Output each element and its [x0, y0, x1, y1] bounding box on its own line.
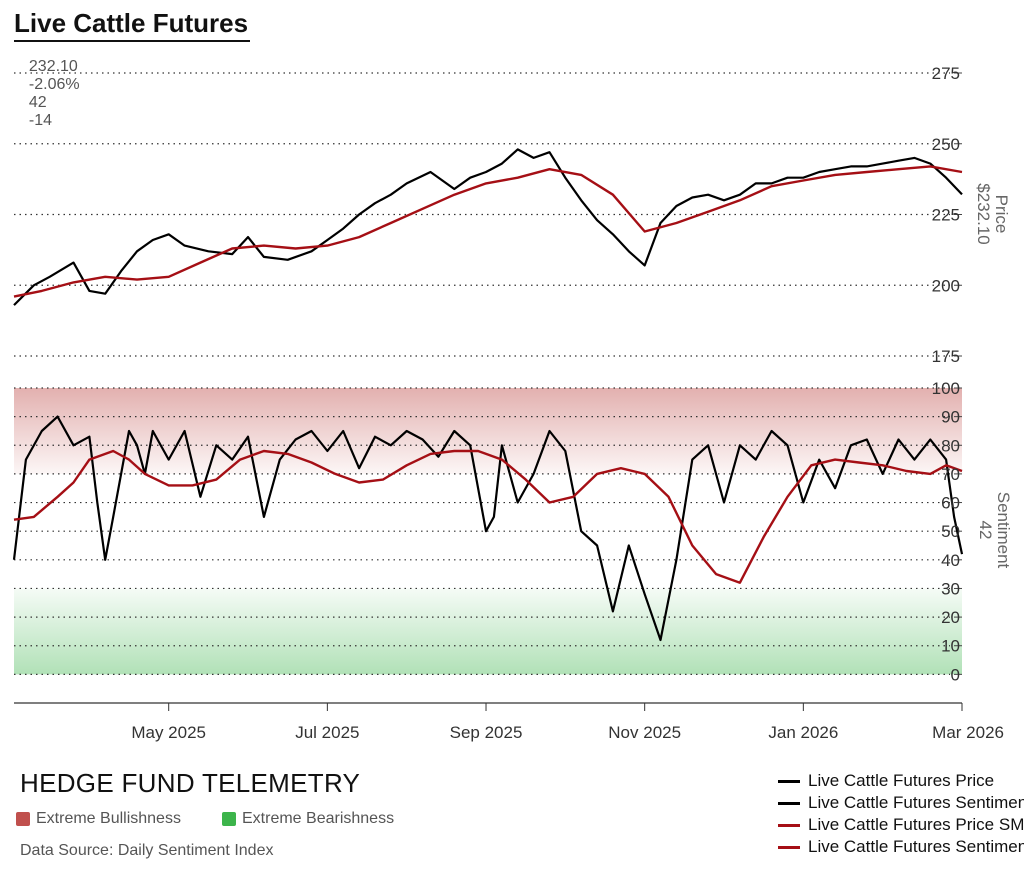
legend-line-icon [778, 845, 800, 849]
sentiment-band-bearish [14, 588, 962, 675]
sentiment-tick-label: 0 [951, 665, 960, 684]
sentiment-tick-label: 80 [941, 436, 960, 455]
live-cattle-futures-price-smaline [13, 165, 963, 298]
legend-line-icon [778, 801, 800, 805]
sentiment-tick-label: 20 [941, 608, 960, 627]
legend-label: Live Cattle Futures Price SMA [808, 815, 1024, 834]
legend-item-sentiment-sma[interactable]: Live Cattle Futures Sentiment SMA [778, 836, 1024, 858]
legend-item-price-sma[interactable]: Live Cattle Futures Price SMA [778, 814, 1024, 836]
legend-label: Live Cattle Futures Sentiment [808, 793, 1024, 812]
live-cattle-futures-priceline [13, 148, 963, 306]
price-current-value: $232.10 [974, 183, 993, 244]
price-axis-title: Price [992, 195, 1011, 234]
sentiment-tick-label: 10 [941, 637, 960, 656]
legend-label: Live Cattle Futures Price [808, 771, 995, 790]
price-tick-label: 225 [932, 206, 960, 225]
zone-key-bullish-label: Extreme Bullishness [36, 810, 181, 827]
x-tick-label: Sep 2025 [450, 723, 523, 742]
legend-line-icon [778, 823, 800, 827]
bullish-swatch [16, 812, 30, 826]
stat-sentiment-change: -14 [28, 112, 53, 129]
price-tick-label: 250 [932, 135, 960, 154]
sentiment-tick-label: 60 [941, 494, 960, 513]
legend-item-price[interactable]: Live Cattle Futures Price [778, 770, 1024, 792]
sentiment-tick-label: 40 [941, 551, 960, 570]
price-tick-label: 200 [932, 276, 960, 295]
live-cattle-futures-sentimentline [12, 415, 964, 642]
price-axis-label: Price$232.10 [974, 183, 1011, 244]
legend-item-sentiment[interactable]: Live Cattle Futures Sentiment [778, 792, 1024, 814]
price-tick-label: 175 [932, 347, 960, 366]
data-source: Data Source: Daily Sentiment Index [20, 842, 274, 859]
sentiment-axis-title: Sentiment [994, 492, 1013, 569]
zone-key-bearish-label: Extreme Bearishness [242, 810, 395, 827]
legend-label: Live Cattle Futures Sentiment SMA [808, 837, 1024, 856]
x-tick-label: Jan 2026 [768, 723, 838, 742]
brand-name: HEDGE FUND TELEMETRY [20, 768, 361, 798]
chart-title: Live Cattle Futures [14, 6, 251, 42]
sentiment-tick-label: 70 [941, 465, 960, 484]
x-tick-label: May 2025 [131, 723, 206, 742]
live-cattle-futures-sentiment-smaline [13, 449, 963, 584]
sentiment-tick-label: 100 [932, 379, 960, 398]
zone-key-bullish: Extreme Bullishness [16, 810, 181, 828]
sentiment-tick-label: 50 [941, 522, 960, 541]
sentiment-band-bullish [14, 388, 962, 474]
legend-line-icon [778, 779, 800, 783]
bearish-swatch [222, 812, 236, 826]
zone-key-bearish: Extreme Bearishness [222, 810, 394, 828]
stat-sentiment: 42 [28, 94, 47, 111]
x-tick-label: Jul 2025 [295, 723, 359, 742]
sentiment-current-value: 42 [976, 521, 995, 540]
sentiment-tick-label: 30 [941, 579, 960, 598]
x-tick-label: Nov 2025 [608, 723, 681, 742]
legend: Live Cattle Futures Price Live Cattle Fu… [778, 770, 1024, 858]
stat-change-pct: -2.06% [28, 76, 80, 93]
sentiment-axis-label: Sentiment42 [976, 492, 1013, 569]
price-tick-label: 275 [932, 64, 960, 83]
x-tick-label: Mar 2026 [932, 723, 1004, 742]
sentiment-tick-label: 90 [941, 408, 960, 427]
quote-stats: 232.10 -2.06% 42 -14 [20, 40, 98, 130]
stat-price: 232.10 [28, 58, 78, 75]
